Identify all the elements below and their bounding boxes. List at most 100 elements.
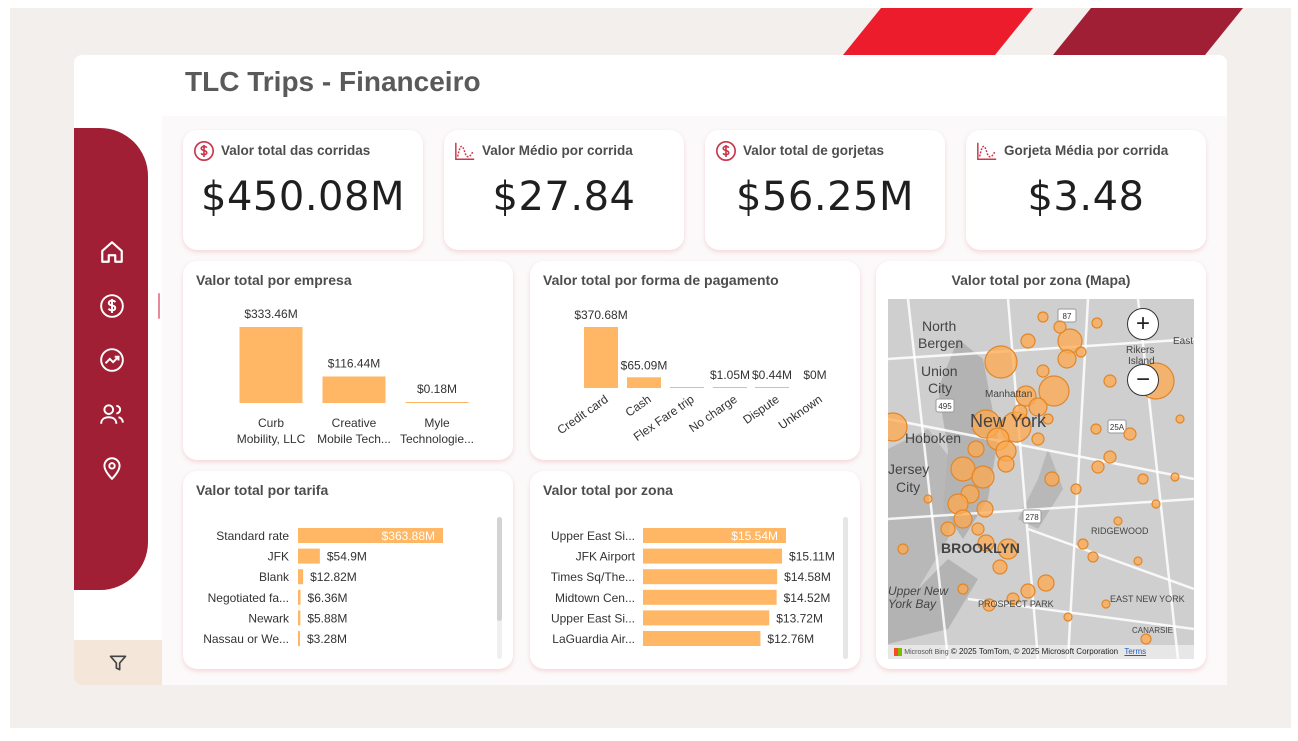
map-label: Island <box>1128 356 1155 367</box>
bar-5 <box>643 631 761 646</box>
tick-label-5: Unknown <box>776 392 825 432</box>
map-canvas: 495 278 25A 87 <box>888 299 1194 659</box>
map-bubble-8 <box>950 456 976 482</box>
tick-label-0-0: Curb <box>258 416 284 430</box>
category-label-4: Newark <box>248 611 290 625</box>
chart-title: Valor total por forma de pagamento <box>543 272 779 288</box>
chart-card-empresa: Valor total por empresa $333.46M Curb Mobi… <box>183 261 513 460</box>
zoom-in-button[interactable]: + <box>1127 308 1159 340</box>
map-bubble-35 <box>982 598 996 612</box>
bar-5 <box>298 631 300 646</box>
map-bubble-3 <box>1028 397 1048 417</box>
map-label: Bergen <box>918 335 964 351</box>
bar-2 <box>298 569 304 585</box>
kpi-label: Valor Médio por corrida <box>482 143 633 158</box>
map-label: EAST NEW YORK <box>1110 594 1185 604</box>
data-label-1: $65.09M <box>621 358 668 372</box>
trend-icon[interactable] <box>98 346 126 374</box>
bar-4 <box>755 387 789 388</box>
map-bubble-34 <box>1006 592 1020 606</box>
minus-icon: − <box>1135 366 1150 393</box>
zoom-out-button[interactable]: − <box>1127 364 1159 396</box>
map-label: PROSPECT PARK <box>978 599 1054 609</box>
map-label: Jersey <box>888 461 930 477</box>
map-bubble-13 <box>953 509 973 529</box>
map-view[interactable]: 495 278 25A 87 North Bergen Union City Hobo… <box>888 299 1194 659</box>
category-label-2: Blank <box>259 570 290 584</box>
data-label-2: $0.18M <box>417 382 457 396</box>
map-bubble-26 <box>1103 450 1117 464</box>
kpi-label: Gorjeta Média por corrida <box>1004 143 1169 158</box>
map-bubble-51 <box>1113 516 1123 526</box>
hudson-river <box>938 339 998 539</box>
map-road-3 <box>1066 299 1090 659</box>
map-bubble-40 <box>1133 556 1143 566</box>
map-bubble-21 <box>1075 346 1087 358</box>
map-bubble-56 <box>967 440 985 458</box>
scrollbar-thumb[interactable] <box>497 517 502 621</box>
map-title: Valor total por zona (Mapa) <box>951 272 1131 288</box>
active-page-indicator <box>158 293 160 319</box>
data-label-4: $0.44M <box>752 368 792 382</box>
chart-card-zona: Valor total por zona Upper East Si... $15… <box>530 471 860 669</box>
highway-label: 278 <box>1025 513 1039 522</box>
bar-2 <box>405 402 469 403</box>
scrollbar-thumb[interactable] <box>843 517 848 659</box>
location-icon[interactable] <box>98 454 126 482</box>
kpi-card-valor-total-gorjetas: Valor total de gorjetas $56.25M <box>705 130 945 250</box>
tick-label-3: No charge <box>686 392 740 435</box>
home-icon[interactable] <box>98 238 126 266</box>
users-icon[interactable] <box>98 400 126 428</box>
category-label-3: Negotiated fa... <box>208 591 289 605</box>
map-bubble-32 <box>1020 583 1036 599</box>
highway-shield <box>1107 419 1127 434</box>
map-terms-link[interactable]: Terms <box>1124 647 1147 656</box>
map-bubble-28 <box>1044 471 1060 487</box>
map-bubble-12 <box>976 500 994 518</box>
upper-bay <box>888 559 978 644</box>
curve-icon <box>455 142 475 160</box>
filter-icon <box>109 655 127 670</box>
map-bubble-50 <box>1140 633 1152 645</box>
map-bubble-54 <box>1012 404 1028 420</box>
kpi-value: $450.08M <box>201 174 405 220</box>
highway-label: 495 <box>938 402 952 411</box>
highway-label: 25A <box>1110 423 1125 432</box>
data-label-1: $54.9M <box>327 550 367 564</box>
map-bubble-57 <box>940 521 956 537</box>
chart-card-pagamento: Valor total por forma de pagamento $370.… <box>530 261 860 460</box>
plus-icon: + <box>1135 310 1150 337</box>
map-label: CANARSIE <box>1132 626 1173 635</box>
map-road-4 <box>888 497 1194 521</box>
map-bubble-52 <box>1077 538 1089 550</box>
filter-button[interactable] <box>74 640 162 685</box>
kpi-value: $56.25M <box>736 174 914 220</box>
kpi-label: Valor total das corridas <box>221 143 371 158</box>
tick-label-2-0: Myle <box>424 416 450 430</box>
map-label: Upper New <box>888 584 949 598</box>
map-label: City <box>928 380 953 396</box>
chart-title: Valor total por zona <box>543 482 673 498</box>
tick-label-1-1: Mobile Tech... <box>317 432 391 446</box>
highway-label: 87 <box>1063 312 1072 321</box>
data-label-0: $370.68M <box>574 308 627 322</box>
map-bubble-49 <box>957 583 969 595</box>
map-bubble-31 <box>992 559 1008 575</box>
map-bubble-58 <box>971 522 985 536</box>
dollar-icon[interactable] <box>98 292 126 320</box>
map-bubble-14 <box>997 455 1015 473</box>
map-bubble-53 <box>1031 432 1045 446</box>
bar-0 <box>643 528 786 543</box>
data-label-4: $5.88M <box>307 611 347 625</box>
category-label-1: JFK <box>268 550 289 564</box>
bar-0 <box>239 327 303 403</box>
data-label-3: $14.52M <box>784 591 831 605</box>
kpi-value: $27.84 <box>492 174 636 220</box>
kpi-value: $3.48 <box>1027 174 1145 220</box>
map-bubble-42 <box>1151 499 1161 509</box>
data-label-2: $14.58M <box>784 570 831 584</box>
map-label: City <box>896 479 921 495</box>
map-bubble-18 <box>1053 320 1067 334</box>
map-road-7 <box>888 337 1194 361</box>
map-bubble-55 <box>1042 413 1054 425</box>
